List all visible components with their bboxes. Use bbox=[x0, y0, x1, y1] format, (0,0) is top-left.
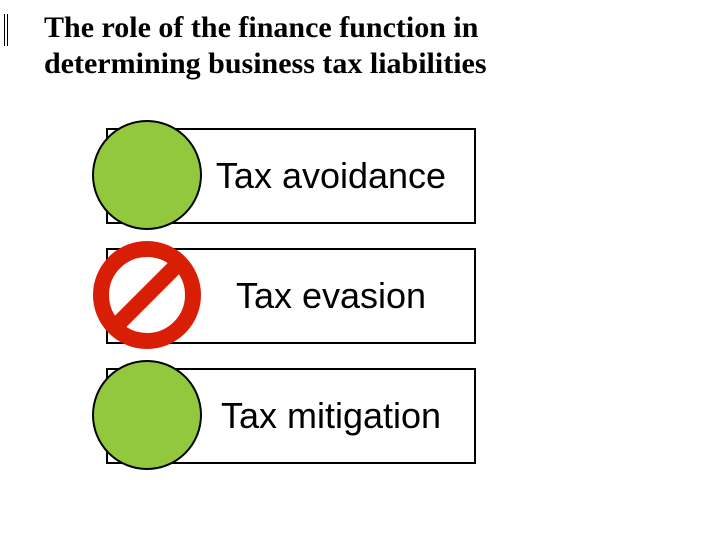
list-item: Tax evasion bbox=[106, 248, 476, 344]
slide-title: The role of the finance function in dete… bbox=[44, 10, 604, 82]
list-item: Tax mitigation bbox=[106, 368, 476, 464]
list-item: Tax avoidance bbox=[106, 128, 476, 224]
slide: The role of the finance function in dete… bbox=[0, 0, 720, 540]
green-circle-icon bbox=[92, 360, 202, 470]
prohibit-icon bbox=[92, 240, 202, 350]
decorative-left-mark bbox=[4, 14, 10, 46]
item-label: Tax avoidance bbox=[216, 157, 446, 195]
green-circle-icon bbox=[92, 120, 202, 230]
item-label: Tax evasion bbox=[236, 277, 426, 315]
item-label: Tax mitigation bbox=[221, 397, 441, 435]
